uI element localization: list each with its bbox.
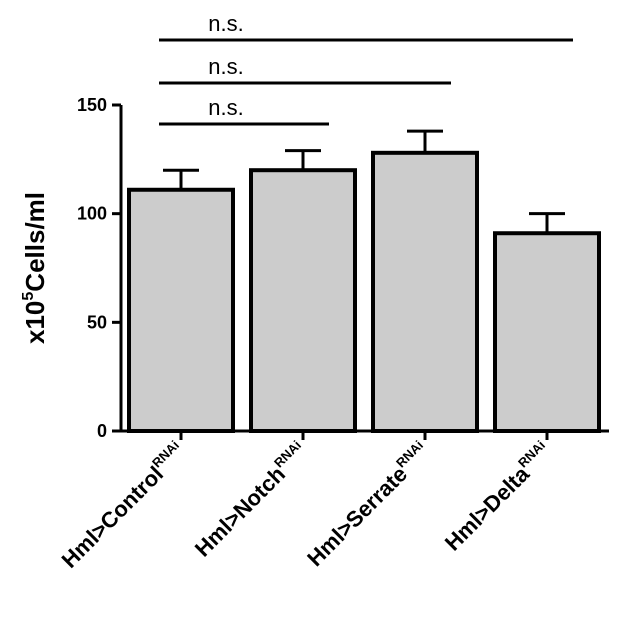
bars bbox=[127, 129, 601, 434]
bar bbox=[249, 168, 357, 433]
significance-label: n.s. bbox=[208, 11, 243, 36]
bar bbox=[493, 231, 601, 433]
x-tick-label: Hml>ControlRNAi bbox=[55, 437, 190, 572]
x-tick-label: Hml>DeltaRNAi bbox=[438, 437, 556, 555]
y-tick-label: 0 bbox=[97, 421, 107, 441]
significance-annotations: n.s. n.s. n.s. bbox=[159, 11, 573, 126]
x-tick-label: Hml>NotchRNAi bbox=[188, 437, 312, 561]
y-tick-label: 100 bbox=[77, 204, 107, 224]
significance-label: n.s. bbox=[208, 54, 243, 79]
y-tick-label: 150 bbox=[77, 95, 107, 115]
significance-label: n.s. bbox=[208, 95, 243, 120]
y-axis-title: x105Cells/ml bbox=[20, 192, 50, 344]
bar bbox=[371, 150, 479, 434]
bar bbox=[127, 187, 235, 433]
x-tick-label: Hml>SerrateRNAi bbox=[301, 437, 435, 571]
y-tick-label: 50 bbox=[87, 312, 107, 332]
